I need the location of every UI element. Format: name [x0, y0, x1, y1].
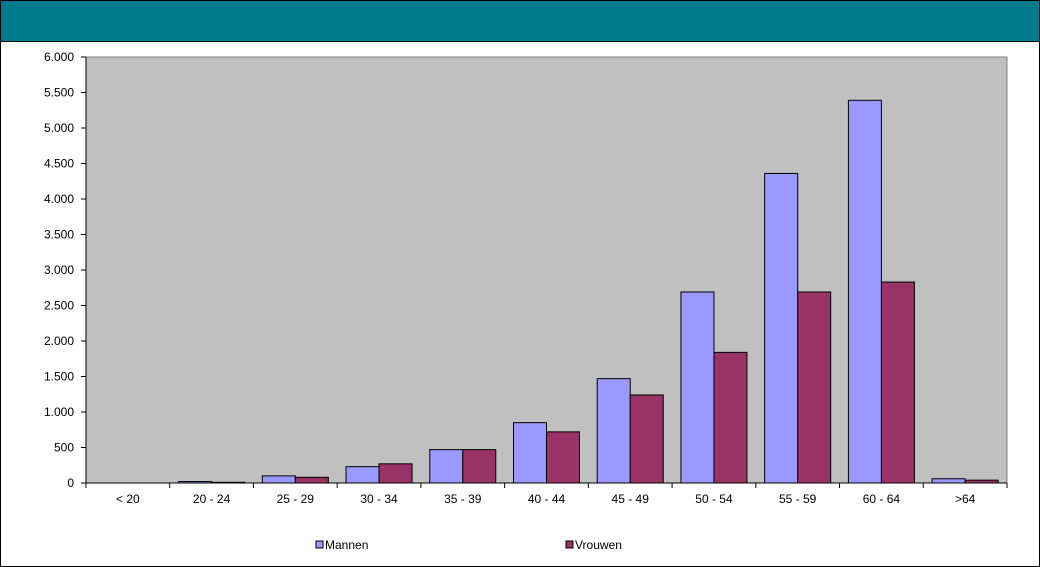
- bar-vrouwen: [378, 463, 413, 484]
- legend-swatch-mannen: [315, 540, 324, 549]
- bar-mannen: [931, 478, 966, 484]
- bar-vrouwen: [964, 479, 999, 484]
- y-axis: 0 500 1.000 1.500 2.000 2.500 3.000 3.500 4.000 4…: [44, 50, 87, 490]
- x-tick-label: 45 - 49: [612, 492, 650, 506]
- y-tick-label: 5.500: [44, 86, 74, 100]
- bar-mannen: [261, 475, 296, 484]
- bar-mannen: [345, 466, 380, 484]
- y-tick-label: 1.000: [44, 405, 74, 419]
- bar-mannen: [178, 481, 213, 484]
- y-tick-label: 3.000: [44, 263, 74, 277]
- bar-vrouwen: [629, 394, 664, 484]
- bar-vrouwen: [546, 431, 580, 484]
- x-tick-label: 35 - 39: [444, 492, 482, 506]
- y-tick-label: 1.500: [44, 370, 74, 384]
- y-tick-label: 4.500: [44, 157, 74, 171]
- x-tick-label: 60 - 64: [863, 492, 901, 506]
- x-axis: < 20 20 - 24 25 - 29 30 - 34 35 - 39 40 - 44 4…: [85, 482, 1008, 506]
- y-tick-label: 5.000: [44, 121, 74, 135]
- bar-mannen: [847, 99, 882, 484]
- x-tick-label: 30 - 34: [360, 492, 398, 506]
- bar-mannen: [596, 378, 631, 484]
- y-tick-label: 500: [54, 441, 74, 455]
- x-tick-label: 40 - 44: [528, 492, 566, 506]
- bar-mannen: [764, 172, 799, 484]
- bar-mannen: [513, 422, 547, 484]
- y-tick-label: 6.000: [44, 50, 74, 64]
- bar-vrouwen: [713, 351, 748, 484]
- x-tick-label: 50 - 54: [695, 492, 733, 506]
- x-tick-label: 25 - 29: [277, 492, 315, 506]
- y-tick-label: 2.000: [44, 334, 74, 348]
- x-tick-label: < 20: [116, 492, 140, 506]
- bar-mannen: [429, 449, 464, 484]
- bar-vrouwen: [462, 449, 497, 484]
- legend-label-mannen: Mannen: [325, 538, 368, 552]
- y-tick-label: 2.500: [44, 299, 74, 313]
- x-tick-label: >64: [955, 492, 976, 506]
- bars: [178, 99, 999, 484]
- legend: Mannen Vrouwen: [315, 538, 622, 552]
- legend-swatch-vrouwen: [565, 540, 574, 549]
- bar-vrouwen: [880, 281, 915, 484]
- bar-vrouwen: [294, 476, 329, 484]
- x-tick-label: 20 - 24: [193, 492, 231, 506]
- bar-vrouwen: [211, 481, 246, 484]
- y-tick-label: 0: [67, 476, 74, 490]
- x-tick-label: 55 - 59: [779, 492, 817, 506]
- header-band: [1, 1, 1039, 42]
- y-tick-label: 3.500: [44, 228, 74, 242]
- bar-vrouwen: [797, 291, 832, 484]
- legend-label-vrouwen: Vrouwen: [575, 538, 622, 552]
- bar-mannen: [680, 291, 715, 484]
- y-tick-label: 4.000: [44, 192, 74, 206]
